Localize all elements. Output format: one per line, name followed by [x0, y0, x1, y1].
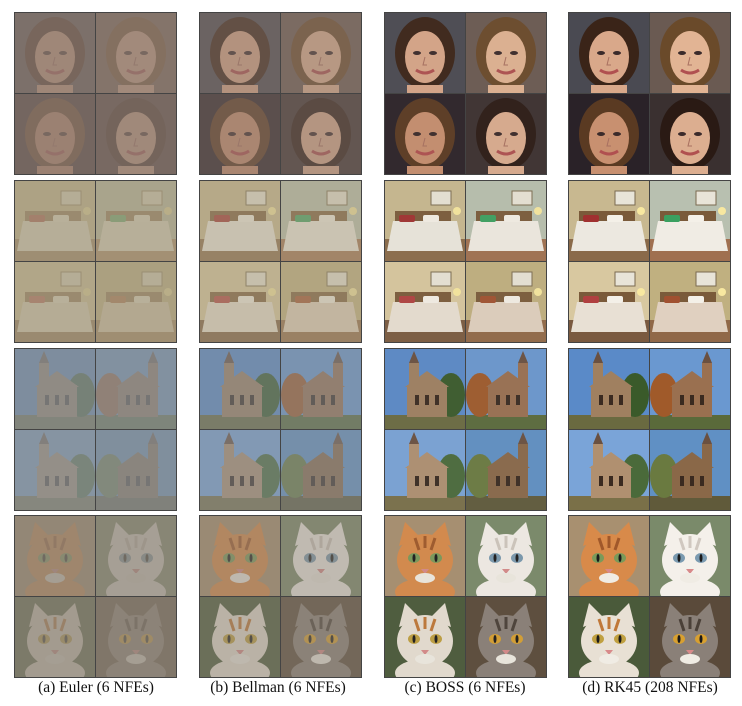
cats-sample-image [569, 516, 649, 596]
faces-sample-image [385, 94, 465, 174]
bedrooms-sample-image [466, 262, 546, 342]
churches-sample-image [96, 430, 176, 510]
cats-sample-image [569, 597, 649, 677]
churches-sample-image [466, 349, 546, 429]
churches-sample-image [281, 349, 361, 429]
churches-grid-col-1 [14, 348, 177, 511]
churches-sample-image [650, 430, 730, 510]
faces-sample-image [281, 94, 361, 174]
faces-sample-image [15, 94, 95, 174]
faces-sample-image [96, 13, 176, 93]
bedrooms-sample-image [96, 181, 176, 261]
bedrooms-sample-image [650, 181, 730, 261]
bedrooms-sample-image [385, 262, 465, 342]
faces-sample-image [385, 13, 465, 93]
cats-sample-image [96, 597, 176, 677]
cats-sample-image [200, 516, 280, 596]
faces-grid-col-1 [14, 12, 177, 175]
churches-sample-image [96, 349, 176, 429]
churches-sample-image [385, 349, 465, 429]
faces-grid-col-2 [199, 12, 362, 175]
churches-sample-image [466, 430, 546, 510]
faces-sample-image [96, 94, 176, 174]
churches-sample-image [385, 430, 465, 510]
cats-sample-image [385, 516, 465, 596]
churches-sample-image [569, 349, 649, 429]
cats-grid-col-1 [14, 515, 177, 678]
bedrooms-grid-col-4 [568, 180, 731, 343]
cats-sample-image [15, 597, 95, 677]
column-caption: (b) Bellman (6 NFEs) [210, 679, 346, 696]
bedrooms-sample-image [15, 181, 95, 261]
cats-grid-col-2 [199, 515, 362, 678]
faces-sample-image [200, 94, 280, 174]
cats-sample-image [650, 597, 730, 677]
churches-sample-image [281, 430, 361, 510]
churches-sample-image [200, 349, 280, 429]
cats-sample-image [385, 597, 465, 677]
column-caption: (a) Euler (6 NFEs) [38, 679, 154, 696]
bedrooms-grid-col-2 [199, 180, 362, 343]
cats-sample-image [466, 597, 546, 677]
cats-sample-image [650, 516, 730, 596]
faces-sample-image [569, 13, 649, 93]
cats-grid-col-3 [384, 515, 547, 678]
cats-sample-image [15, 516, 95, 596]
churches-grid-col-2 [199, 348, 362, 511]
cats-sample-image [466, 516, 546, 596]
bedrooms-sample-image [650, 262, 730, 342]
bedrooms-sample-image [200, 262, 280, 342]
churches-grid-col-3 [384, 348, 547, 511]
faces-sample-image [466, 94, 546, 174]
bedrooms-sample-image [15, 262, 95, 342]
faces-sample-image [200, 13, 280, 93]
faces-sample-image [15, 13, 95, 93]
column-caption: (c) BOSS (6 NFEs) [404, 679, 526, 696]
cats-sample-image [281, 597, 361, 677]
faces-sample-image [466, 13, 546, 93]
faces-sample-image [569, 94, 649, 174]
bedrooms-sample-image [385, 181, 465, 261]
cats-sample-image [281, 516, 361, 596]
cats-sample-image [200, 597, 280, 677]
bedrooms-grid-col-1 [14, 180, 177, 343]
faces-sample-image [281, 13, 361, 93]
churches-grid-col-4 [568, 348, 731, 511]
bedrooms-sample-image [96, 262, 176, 342]
bedrooms-sample-image [281, 181, 361, 261]
cats-grid-col-4 [568, 515, 731, 678]
bedrooms-grid-col-3 [384, 180, 547, 343]
faces-grid-col-3 [384, 12, 547, 175]
bedrooms-sample-image [569, 262, 649, 342]
bedrooms-sample-image [569, 181, 649, 261]
faces-sample-image [650, 13, 730, 93]
faces-grid-col-4 [568, 12, 731, 175]
churches-sample-image [650, 349, 730, 429]
churches-sample-image [15, 349, 95, 429]
bedrooms-sample-image [200, 181, 280, 261]
churches-sample-image [15, 430, 95, 510]
faces-sample-image [650, 94, 730, 174]
bedrooms-sample-image [466, 181, 546, 261]
churches-sample-image [569, 430, 649, 510]
bedrooms-sample-image [281, 262, 361, 342]
column-caption: (d) RK45 (208 NFEs) [582, 679, 718, 696]
churches-sample-image [200, 430, 280, 510]
cats-sample-image [96, 516, 176, 596]
